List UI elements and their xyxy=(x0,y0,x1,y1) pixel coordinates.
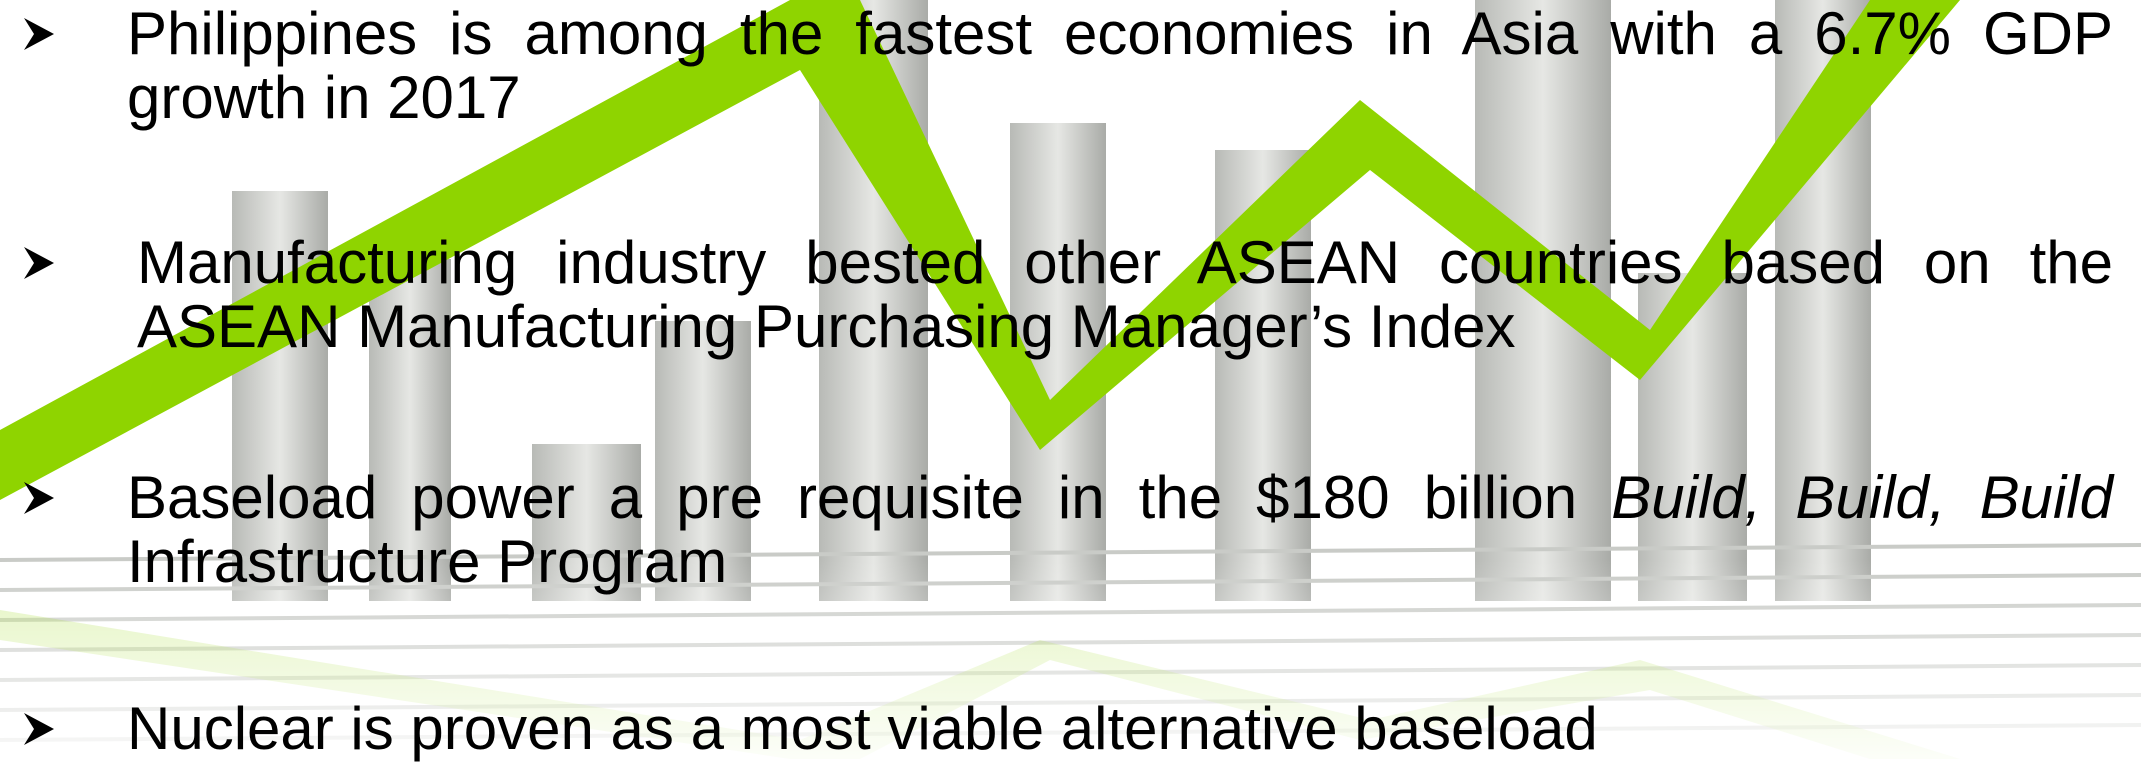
bullet-arrow xyxy=(24,247,54,279)
bullet-arrow xyxy=(24,713,54,745)
bullet-text: Nuclear is proven as a most viable alter… xyxy=(127,695,1598,762)
bullet-text: Philippines is among the fastest economi… xyxy=(127,0,2113,131)
green-arrow xyxy=(0,0,1960,500)
bullet-text: Manufacturing industry bested other ASEA… xyxy=(137,229,2113,360)
bullet-arrow xyxy=(24,482,54,514)
bullet-arrow xyxy=(24,18,54,50)
bars xyxy=(232,0,1871,601)
text-run: Infrastructure Program xyxy=(127,528,728,595)
text-run: Baseload power a pre requisite in the $1… xyxy=(127,464,1612,531)
floor-fade xyxy=(0,560,2141,759)
bullet-text: Baseload power a pre requisite in the $1… xyxy=(127,466,2113,594)
italic-run: Build, Build, Build xyxy=(1611,464,2114,531)
